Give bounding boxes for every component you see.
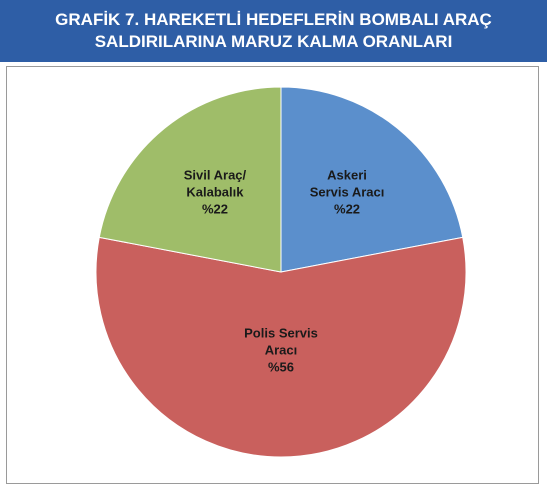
slice-label: Polis Servis Aracı %56 xyxy=(211,324,351,375)
value-label: %56 xyxy=(267,359,295,375)
pie-slice xyxy=(95,236,467,458)
chart-frame xyxy=(6,66,539,484)
category-label: Sivil Araç/ Kalabalık xyxy=(183,167,247,200)
value-label: %22 xyxy=(201,201,228,217)
pie-slice xyxy=(98,86,282,273)
category-label: Polis Servis Aracı xyxy=(244,325,318,358)
slice-label: Askeri Servis Aracı %22 xyxy=(277,167,417,218)
pie-slice xyxy=(280,86,464,273)
value-label: %22 xyxy=(334,201,361,217)
chart-title: GRAFİK 7. HAREKETLİ HEDEFLERİN BOMBALI A… xyxy=(0,0,547,62)
category-label: Askeri Servis Aracı xyxy=(309,167,385,200)
slice-label: Sivil Araç/ Kalabalık %22 xyxy=(145,167,285,218)
